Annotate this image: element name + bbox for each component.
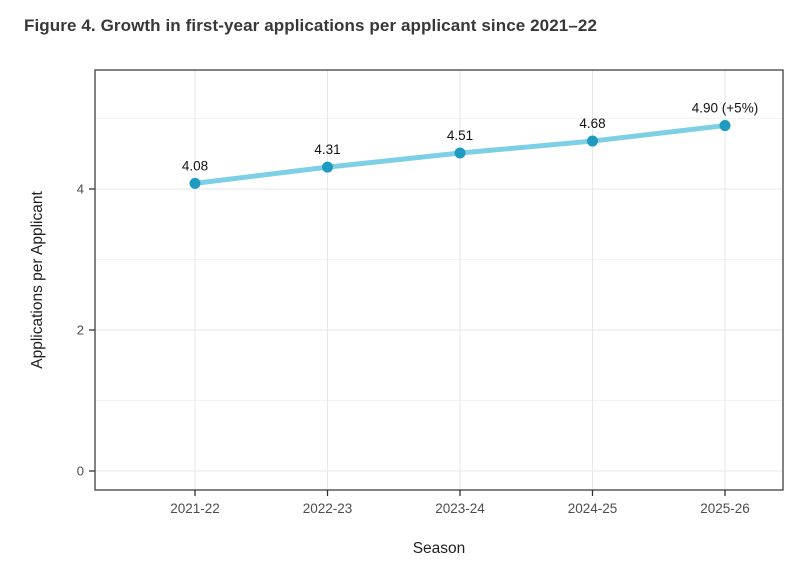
data-point-label: 4.51 [447, 128, 473, 143]
data-point-label: 4.31 [314, 142, 340, 157]
data-point [322, 161, 333, 173]
x-tick-label: 2024-25 [568, 501, 618, 516]
figure-title: Figure 4. Growth in first-year applicati… [24, 16, 598, 35]
data-point [719, 120, 731, 132]
data-point-label: 4.68 [579, 116, 605, 131]
x-tick-label: 2022-23 [303, 501, 353, 516]
data-point-label: 4.90 (+5%) [692, 101, 758, 116]
data-point [189, 177, 201, 189]
data-point [587, 135, 598, 147]
x-tick-label: 2021-22 [170, 501, 220, 516]
y-tick-label: 2 [77, 323, 84, 338]
y-tick-label: 0 [77, 464, 84, 479]
x-axis-title: Season [413, 540, 466, 557]
x-tick-label: 2025-26 [700, 501, 750, 516]
x-tick-label: 2023-24 [435, 501, 485, 516]
y-axis-title: Applications per Applicant [29, 191, 46, 369]
data-point-label: 4.08 [182, 158, 208, 173]
data-point [454, 147, 466, 159]
panel-border [94, 69, 784, 491]
y-tick-label: 4 [77, 182, 84, 197]
